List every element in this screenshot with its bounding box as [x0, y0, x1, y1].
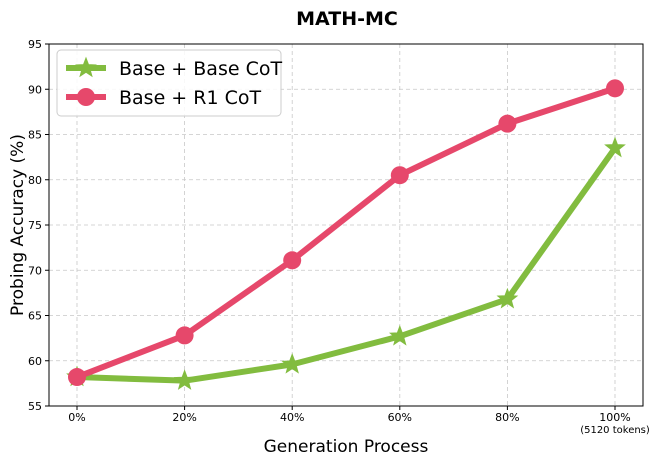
y-tick-label: 80	[28, 174, 42, 187]
y-tick-label: 60	[28, 355, 42, 368]
series-line	[74, 145, 618, 384]
x-axis: 0% 20% 40% 60% 80% 100%(5120 tokens)	[68, 406, 650, 436]
data-point	[281, 352, 304, 374]
y-tick-label: 90	[28, 83, 42, 96]
x-tick-label: 0%	[68, 411, 85, 424]
legend-label: Base + R1 CoT	[119, 87, 261, 109]
series-group	[66, 79, 626, 390]
x-tick-sublabel: (5120 tokens)	[580, 425, 650, 436]
legend: Base + Base CoT Base + R1 CoT	[56, 49, 282, 117]
y-tick-label: 70	[28, 264, 42, 277]
x-tick-label: 80%	[495, 411, 519, 424]
series-line	[74, 85, 618, 381]
data-point	[175, 326, 194, 345]
data-point	[604, 136, 626, 158]
x-tick-label: 20%	[172, 411, 196, 424]
y-tick-label: 65	[28, 310, 42, 323]
x-tick-label: 40%	[280, 411, 304, 424]
legend-label: Base + Base CoT	[119, 58, 282, 80]
series-2	[68, 79, 624, 387]
y-tick-label: 95	[28, 38, 42, 51]
y-axis: 55 60 65 70 75 80 85 90 95	[28, 38, 49, 413]
chart-title: MATH-MC	[296, 8, 398, 30]
data-point	[283, 251, 302, 270]
x-tick-label: 100%	[599, 411, 630, 424]
data-point	[606, 79, 624, 98]
x-axis-label: Generation Process	[264, 437, 429, 457]
y-tick-label: 55	[28, 400, 42, 413]
data-point	[68, 368, 86, 387]
data-point	[390, 166, 409, 185]
legend-marker	[75, 56, 97, 78]
y-tick-label: 85	[28, 129, 42, 142]
y-tick-label: 75	[28, 219, 42, 232]
x-tick-label: 60%	[388, 411, 412, 424]
data-point	[496, 287, 519, 309]
y-axis-label: Probing Accuracy (%)	[8, 134, 28, 316]
data-point	[388, 324, 411, 346]
data-point	[173, 369, 196, 390]
plot-frame	[48, 43, 644, 407]
legend-marker	[77, 88, 95, 106]
data-point	[498, 114, 517, 133]
legend-frame	[56, 49, 282, 117]
